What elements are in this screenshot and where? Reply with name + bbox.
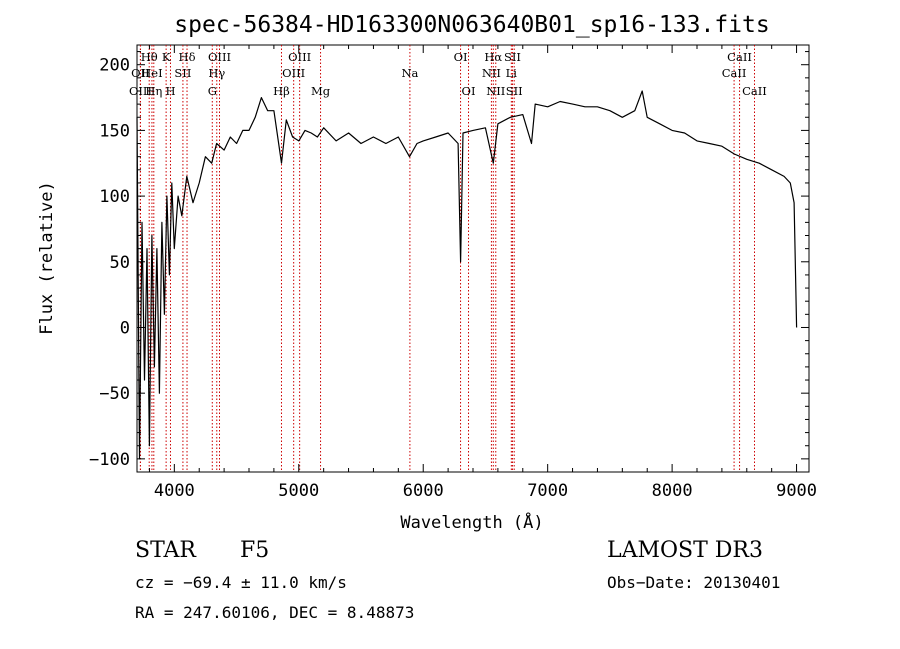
x-tick-label: 5000 [278,481,319,501]
spectral-line-label: NII [486,84,505,98]
spectral-line-label: G [208,84,217,98]
x-axis-label: Wavelength (Å) [400,511,543,533]
spectral-line-label: Hα [484,50,502,64]
x-tick-label: 9000 [776,481,817,501]
spectral-line-label: CaII [722,66,747,80]
y-axis-label: Flux (relative) [37,181,57,335]
spectral-line-label: NII [482,66,501,80]
y-tick-label: −100 [89,450,130,470]
spectral-line-label: K [162,50,171,64]
spectral-line-label: Li [506,66,518,80]
spectral-line-label: CaII [742,84,767,98]
spectral-line-label: OIII [129,84,152,98]
redshift-cz: cz = −69.4 ± 11.0 km/s [135,573,347,592]
spectral-line-label: Na [401,66,418,80]
spectral-line-label: Hδ [179,50,196,64]
x-tick-label: 7000 [527,481,568,501]
y-tick-label: 100 [99,187,130,207]
object-subclass: F5 [240,538,270,563]
y-tick-label: −50 [99,384,130,404]
spectral-line-label: SII [506,84,523,98]
ra-dec-coordinates: RA = 247.60106, DEC = 8.48873 [135,603,415,622]
x-tick-label: 6000 [403,481,444,501]
x-tick-label: 4000 [154,481,195,501]
spectral-line-label: CaII [727,50,752,64]
spectral-line-label: Hη [145,84,162,98]
spectrum-series [136,90,798,460]
spectrum-line [136,90,798,460]
spectral-line-label: HeI [141,66,162,80]
chart-title: spec-56384-HD163300N063640B01_sp16-133.f… [174,12,769,38]
spectral-line-label: OI [454,50,468,64]
spectral-line-label: Hθ [141,50,158,64]
x-axis-ticks: 4000 5000 6000 7000 8000 9000 [148,45,817,501]
spectral-line-label: H [165,84,175,98]
spectral-line-label: Hγ [208,66,225,80]
survey-name: LAMOST DR3 [607,538,763,563]
y-tick-label: 200 [99,56,130,76]
plot-frame [136,44,810,473]
spectral-line-label: Mg [311,84,331,98]
x-tick-label: 8000 [652,481,693,501]
spectral-line-label: Hβ [273,84,290,98]
y-axis-ticks: −100 −50 0 50 100 150 200 [89,51,809,470]
object-class: STAR [135,538,196,563]
observation-date: Obs−Date: 20130401 [607,573,781,592]
spectral-line-label: OIII [282,66,305,80]
y-tick-label: 50 [110,253,130,273]
spectral-line-label: OIII [288,50,311,64]
y-tick-label: 150 [99,121,130,141]
spectral-line-label: OIII [208,50,231,64]
y-tick-label: 0 [120,318,130,338]
spectral-line-label: SII [504,50,521,64]
spectral-line-label: OI [462,84,476,98]
spectral-line-label: OII [131,66,150,80]
spectral-line-markers [139,45,755,472]
spectral-line-label: SII [174,66,191,80]
